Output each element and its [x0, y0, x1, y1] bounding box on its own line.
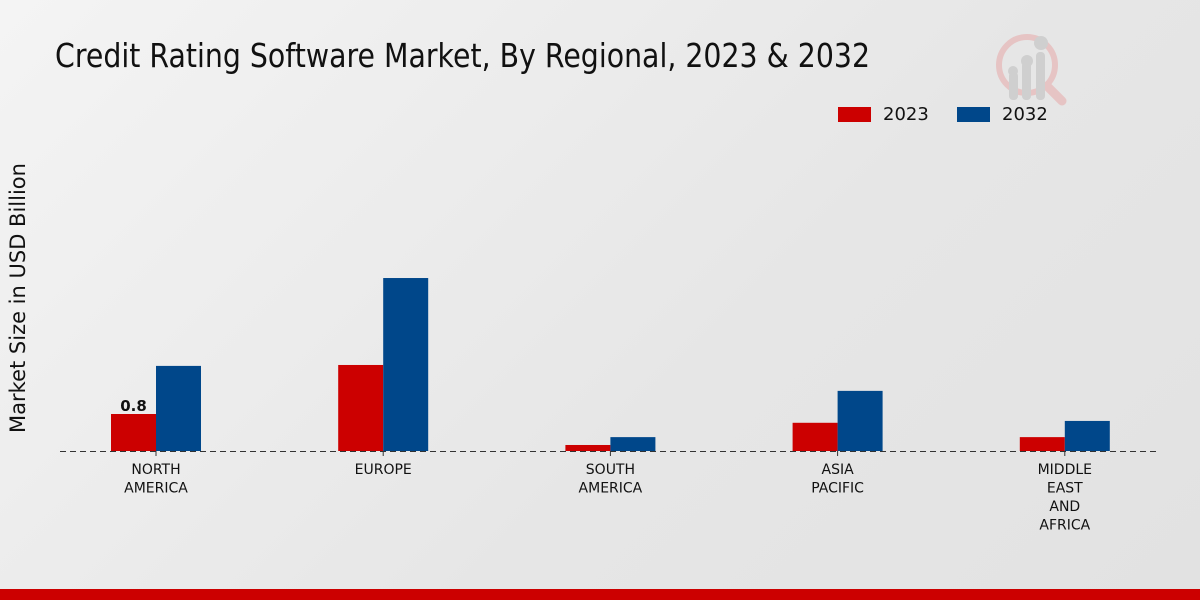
bar-2032-north-america — [156, 365, 201, 451]
x-tick-label: ASIA PACIFIC — [811, 462, 864, 497]
x-tick-label: NORTH AMERICA — [124, 462, 188, 497]
legend-swatch-2023 — [838, 107, 871, 122]
bar-2023-middle-east-and-africa — [1019, 437, 1065, 451]
legend-label-2032: 2032 — [1002, 104, 1048, 125]
x-tick-label: EUROPE — [355, 462, 412, 478]
bar-2032-south-america — [610, 437, 656, 451]
legend-item-2032: 2032 — [957, 104, 1048, 125]
bar-2032-europe — [383, 278, 429, 451]
legend-label-2023: 2023 — [883, 104, 929, 125]
chart-title: Credit Rating Software Market, By Region… — [55, 36, 870, 75]
legend-item-2023: 2023 — [838, 104, 929, 125]
x-tick-label: MIDDLE EAST AND AFRICA — [1038, 462, 1092, 534]
bar-2023-south-america — [565, 444, 611, 451]
legend-swatch-2032 — [957, 107, 990, 122]
bar-2023-asia-pacific — [792, 422, 838, 451]
bar-2032-asia-pacific — [837, 390, 883, 451]
bar-2023-europe — [338, 364, 384, 451]
bar-2032-middle-east-and-africa — [1064, 420, 1110, 451]
footer-bar — [0, 589, 1200, 600]
x-tick-label: SOUTH AMERICA — [579, 462, 643, 497]
data-label: 0.8 — [120, 397, 147, 415]
bar-2023-north-america — [111, 414, 156, 451]
